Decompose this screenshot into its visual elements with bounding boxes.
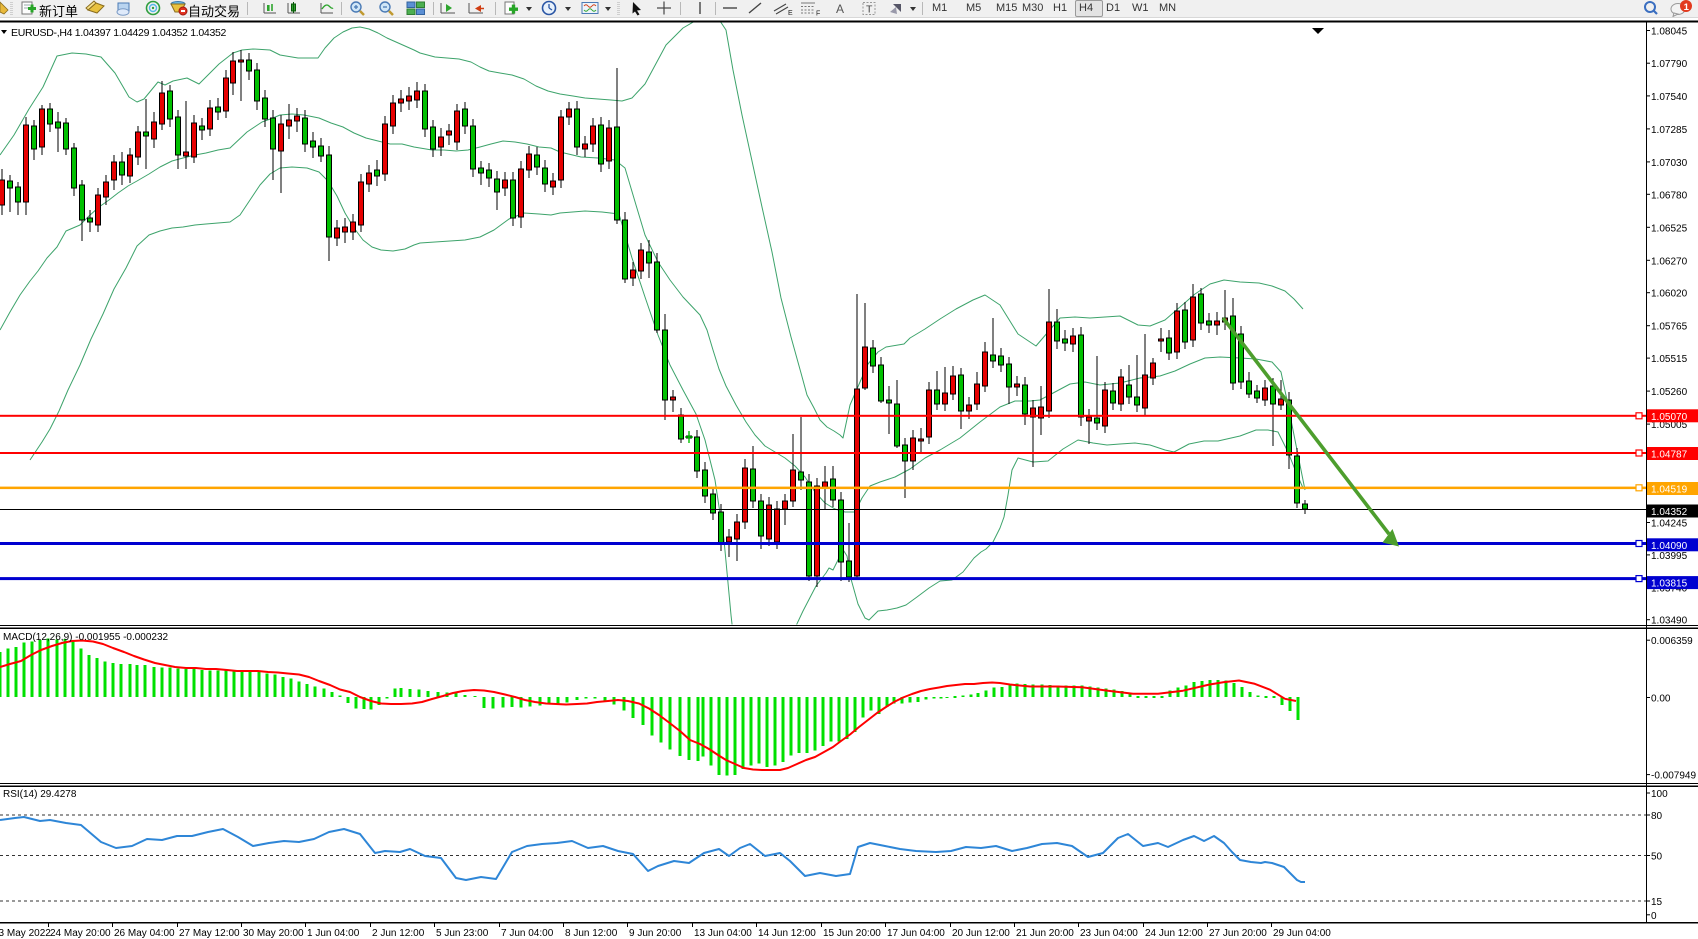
svg-text:7 Jun 04:00: 7 Jun 04:00 (501, 928, 554, 939)
svg-text:9 Jun 20:00: 9 Jun 20:00 (629, 928, 682, 939)
svg-text:0: 0 (1651, 911, 1657, 922)
svg-text:21 Jun 20:00: 21 Jun 20:00 (1016, 928, 1074, 939)
svg-text:27 May 12:00: 27 May 12:00 (179, 928, 240, 939)
svg-text:14 Jun 12:00: 14 Jun 12:00 (758, 928, 816, 939)
svg-text:EURUSD-,H4 1.04397 1.04429 1.: EURUSD-,H4 1.04397 1.04429 1.04352 1.043… (11, 27, 227, 39)
svg-text:23 Jun 04:00: 23 Jun 04:00 (1080, 928, 1138, 939)
svg-text:27 Jun 20:00: 27 Jun 20:00 (1209, 928, 1267, 939)
svg-text:17 Jun 04:00: 17 Jun 04:00 (887, 928, 945, 939)
svg-text:0.006359: 0.006359 (1651, 636, 1693, 647)
svg-text:A: A (836, 2, 844, 16)
svg-text:2 Jun 12:00: 2 Jun 12:00 (372, 928, 425, 939)
svg-text:1.08045: 1.08045 (1651, 27, 1688, 38)
svg-text:1.06020: 1.06020 (1651, 289, 1688, 300)
svg-text:100: 100 (1651, 789, 1668, 800)
svg-text:1.03995: 1.03995 (1651, 551, 1688, 562)
svg-text:T: T (866, 4, 873, 16)
svg-text:RSI(14) 29.4278: RSI(14) 29.4278 (3, 789, 77, 800)
svg-text:5 Jun 23:00: 5 Jun 23:00 (436, 928, 489, 939)
svg-text:1.06270: 1.06270 (1651, 256, 1688, 267)
svg-text:1.05260: 1.05260 (1651, 387, 1688, 398)
svg-text:13 Jun 04:00: 13 Jun 04:00 (694, 928, 752, 939)
svg-text:F: F (816, 11, 820, 18)
svg-text:50: 50 (1651, 852, 1663, 863)
svg-text:1.07790: 1.07790 (1651, 59, 1688, 70)
svg-text:MACD(12,26,9) -0.001955 -0.000: MACD(12,26,9) -0.001955 -0.000232 (3, 632, 169, 643)
svg-text:1.05765: 1.05765 (1651, 322, 1688, 333)
svg-text:1.04787: 1.04787 (1651, 450, 1688, 461)
svg-text:1.07540: 1.07540 (1651, 92, 1688, 103)
svg-text:1.05515: 1.05515 (1651, 354, 1688, 365)
svg-text:15 Jun 20:00: 15 Jun 20:00 (823, 928, 881, 939)
svg-text:24 May 20:00: 24 May 20:00 (50, 928, 111, 939)
svg-text:30 May 20:00: 30 May 20:00 (243, 928, 304, 939)
svg-text:15: 15 (1651, 897, 1663, 908)
svg-text:1.04245: 1.04245 (1651, 519, 1688, 530)
svg-text:23 May 2022: 23 May 2022 (0, 928, 51, 939)
svg-text:1.06780: 1.06780 (1651, 190, 1688, 201)
svg-text:1.03815: 1.03815 (1651, 579, 1688, 590)
svg-text:1 Jun 04:00: 1 Jun 04:00 (307, 928, 360, 939)
svg-text:1.05005: 1.05005 (1651, 420, 1688, 431)
svg-text:24 Jun 12:00: 24 Jun 12:00 (1145, 928, 1203, 939)
svg-text:1.06525: 1.06525 (1651, 223, 1688, 234)
svg-text:E: E (788, 10, 793, 17)
svg-text:1.04519: 1.04519 (1651, 485, 1688, 496)
svg-text:29 Jun 04:00: 29 Jun 04:00 (1273, 928, 1331, 939)
svg-text:1.05070: 1.05070 (1651, 412, 1688, 423)
svg-text:1.03490: 1.03490 (1651, 616, 1688, 627)
svg-text:1.04352: 1.04352 (1651, 507, 1688, 518)
svg-text:26 May 04:00: 26 May 04:00 (114, 928, 175, 939)
svg-text:1.07030: 1.07030 (1651, 158, 1688, 169)
svg-text:-0.007949: -0.007949 (1651, 771, 1696, 782)
svg-text:0.00: 0.00 (1651, 694, 1671, 705)
svg-text:80: 80 (1651, 811, 1663, 822)
svg-text:20 Jun 12:00: 20 Jun 12:00 (952, 928, 1010, 939)
svg-text:1.04090: 1.04090 (1651, 541, 1688, 552)
svg-text:1: 1 (1684, 2, 1690, 13)
svg-text:1.07285: 1.07285 (1651, 125, 1688, 136)
svg-text:8 Jun 12:00: 8 Jun 12:00 (565, 928, 618, 939)
